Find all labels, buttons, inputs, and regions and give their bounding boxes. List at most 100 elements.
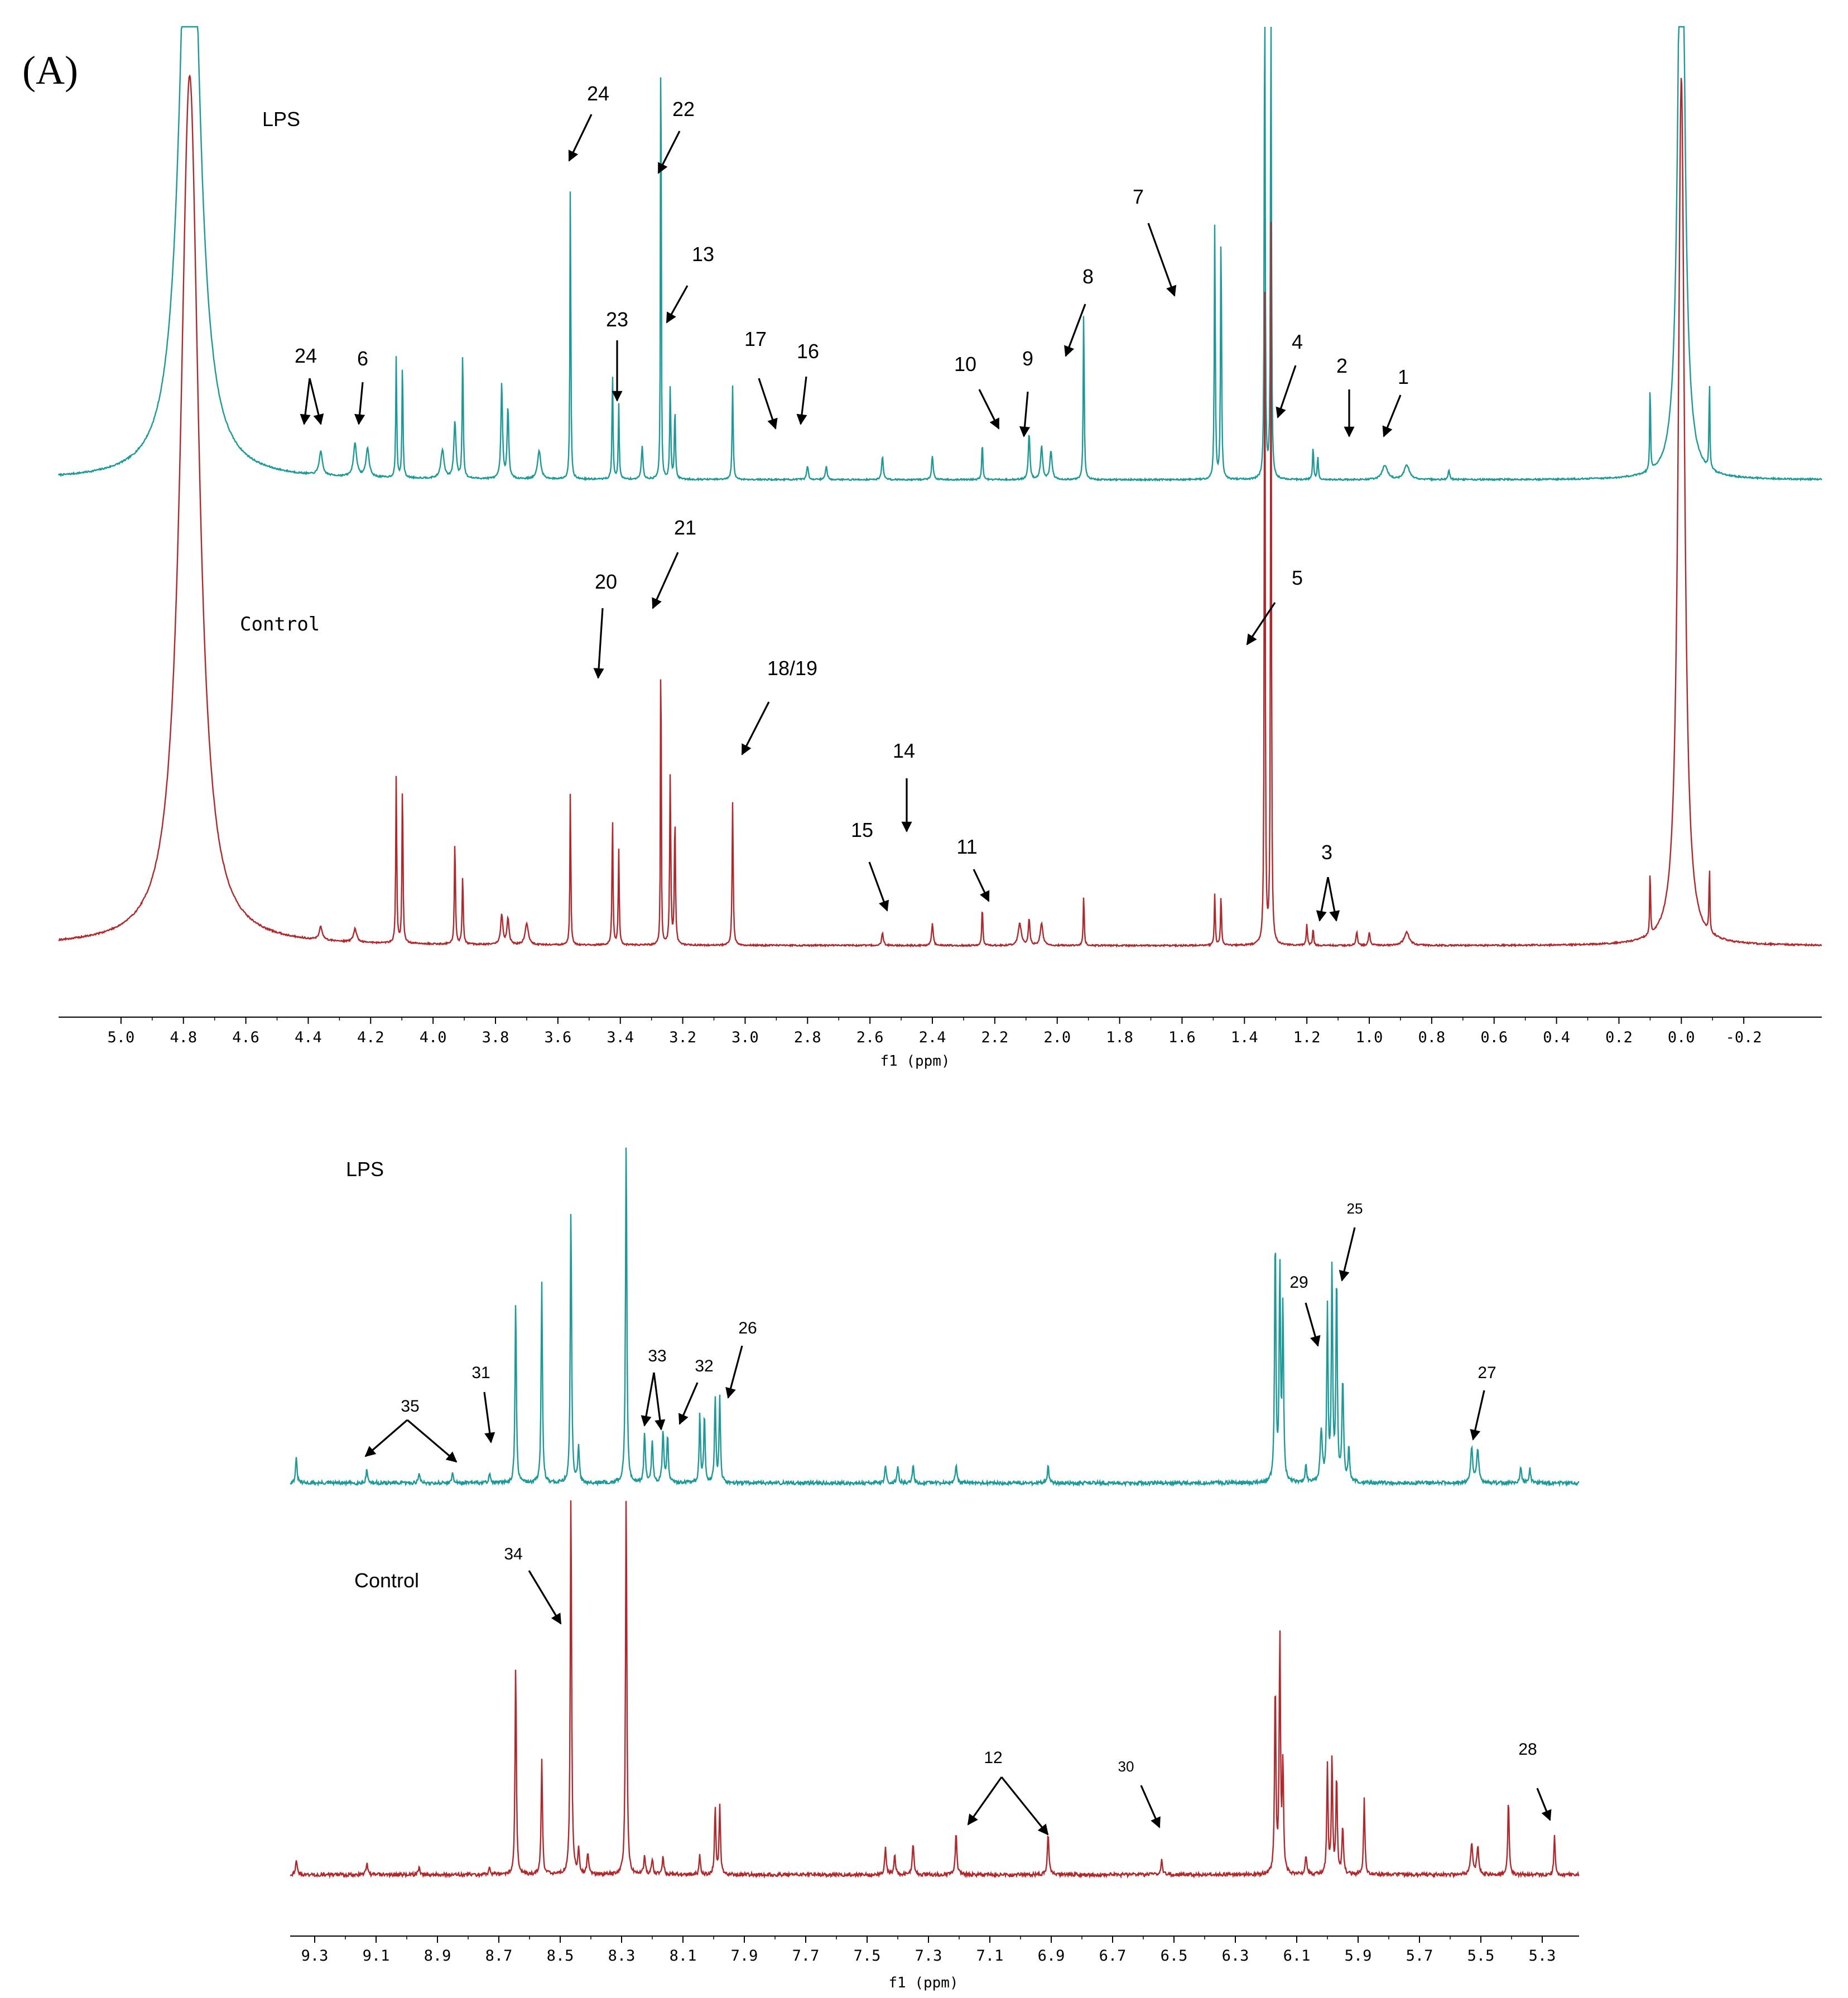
- annotation-3: 3: [1316, 841, 1340, 922]
- svg-text:33: 33: [648, 1347, 666, 1365]
- annotation-22: 22: [657, 98, 695, 174]
- control-series-label: Control: [240, 613, 320, 635]
- svg-text:28: 28: [1518, 1740, 1537, 1759]
- annotation-20: 20: [593, 570, 617, 679]
- svg-text:7: 7: [1133, 185, 1144, 208]
- aromatic-tick-label: 6.7: [1099, 1947, 1127, 1965]
- annotation-27: 27: [1470, 1364, 1496, 1441]
- aliphatic-tick-label: 2.8: [794, 1029, 821, 1046]
- aliphatic-tick-label: 4.2: [357, 1029, 384, 1046]
- annotation-16: 16: [796, 340, 819, 425]
- aliphatic-tick-label: 2.6: [856, 1029, 884, 1046]
- svg-text:20: 20: [595, 570, 617, 593]
- annotation-25: 25: [1339, 1200, 1363, 1282]
- svg-text:29: 29: [1289, 1273, 1308, 1292]
- aromatic-tick-label: 9.1: [363, 1947, 390, 1965]
- aromatic-tick-label: 8.7: [485, 1947, 513, 1965]
- aliphatic-tick-label: 0.8: [1418, 1029, 1445, 1046]
- aromatic-tick-label: 8.3: [608, 1947, 636, 1965]
- annotation-10: 10: [954, 353, 1000, 430]
- annotation-2: 2: [1336, 354, 1355, 437]
- svg-text:16: 16: [797, 340, 819, 363]
- aliphatic-tick-label: 4.0: [420, 1029, 447, 1046]
- svg-text:24: 24: [295, 344, 317, 367]
- svg-text:8: 8: [1082, 265, 1094, 288]
- aromatic-tick-label: 5.7: [1406, 1947, 1433, 1965]
- annotation-31: 31: [471, 1364, 495, 1443]
- svg-text:30: 30: [1118, 1758, 1134, 1775]
- aliphatic-tick-label: 4.8: [170, 1029, 197, 1046]
- annotation-9: 9: [1019, 347, 1033, 437]
- svg-text:5: 5: [1292, 566, 1303, 589]
- annotation-35: 35: [364, 1397, 458, 1463]
- aliphatic-tick-label: 2.4: [919, 1029, 946, 1046]
- aliphatic-tick-label: 1.2: [1293, 1029, 1321, 1046]
- aliphatic-tick-label: 3.4: [607, 1029, 634, 1046]
- annotation-5: 5: [1246, 566, 1303, 646]
- annotation-18-19: 18/19: [741, 657, 817, 755]
- aliphatic-tick-label: 4.6: [232, 1029, 259, 1046]
- svg-text:3: 3: [1321, 841, 1332, 864]
- control-series-label-aromatic: Control: [354, 1569, 419, 1592]
- control-aliphatic-trace: [58, 74, 1822, 948]
- svg-text:34: 34: [504, 1545, 522, 1563]
- aliphatic-tick-label: 5.0: [107, 1029, 134, 1046]
- svg-text:35: 35: [401, 1397, 419, 1416]
- lps-series-label: LPS: [262, 108, 300, 131]
- annotation-23: 23: [606, 308, 628, 402]
- svg-text:12: 12: [984, 1749, 1002, 1767]
- svg-text:21: 21: [674, 516, 696, 539]
- aromatic-tick-label: 7.9: [731, 1947, 758, 1965]
- annotation-30: 30: [1118, 1758, 1161, 1828]
- svg-text:2: 2: [1336, 354, 1348, 377]
- svg-text:24: 24: [587, 82, 609, 105]
- lps-aromatic-trace: [290, 1147, 1580, 1487]
- annotation-32: 32: [678, 1357, 714, 1425]
- aliphatic-axis-ticks: 5.0 4.8 4.6 4.4 4.2 4.0 3.8 3.6 3.4 3.2 3.0 2.8 2.6 2…: [107, 1017, 1762, 1046]
- annotation-21: 21: [652, 516, 696, 609]
- aromatic-axis-title: f1 (ppm): [888, 1975, 958, 1991]
- aromatic-tick-label: 7.3: [915, 1947, 942, 1965]
- annotation-14: 14: [893, 739, 915, 832]
- aromatic-tick-label: 9.3: [301, 1947, 329, 1965]
- aromatic-tick-label: 7.7: [792, 1947, 820, 1965]
- svg-text:4: 4: [1292, 330, 1303, 353]
- svg-text:26: 26: [738, 1319, 757, 1337]
- aliphatic-tick-label: 3.6: [544, 1029, 571, 1046]
- annotation-8: 8: [1064, 265, 1094, 357]
- svg-text:17: 17: [744, 328, 767, 350]
- aromatic-tick-label: 5.5: [1467, 1947, 1495, 1965]
- annotation-6: 6: [354, 347, 368, 425]
- aliphatic-spectrum-panel: LPS Control 5.0 4.8 4.6 4.4 4.2 4.0 3.8 3.6 3.4 3…: [57, 26, 1822, 1070]
- annotation-12: 12: [967, 1749, 1049, 1836]
- aliphatic-tick-label: 3.0: [732, 1029, 759, 1046]
- aromatic-tick-label: 7.1: [976, 1947, 1004, 1965]
- annotation-11: 11: [956, 835, 990, 902]
- annotation-1: 1: [1382, 365, 1409, 437]
- svg-text:11: 11: [956, 835, 977, 858]
- aromatic-tick-label: 6.1: [1283, 1947, 1311, 1965]
- svg-text:13: 13: [692, 243, 714, 266]
- aromatic-tick-label: 7.5: [854, 1947, 881, 1965]
- aromatic-tick-label: 6.5: [1161, 1947, 1188, 1965]
- svg-text:23: 23: [606, 308, 628, 331]
- svg-text:27: 27: [1478, 1364, 1496, 1382]
- aliphatic-tick-label: 3.8: [482, 1029, 509, 1046]
- svg-text:9: 9: [1022, 347, 1033, 370]
- annotation-17: 17: [744, 328, 778, 430]
- svg-text:18/19: 18/19: [767, 657, 817, 680]
- svg-text:14: 14: [893, 739, 915, 762]
- annotation-26: 26: [725, 1319, 757, 1399]
- svg-text:25: 25: [1347, 1200, 1363, 1217]
- aromatic-tick-label: 8.1: [670, 1947, 697, 1965]
- svg-text:32: 32: [695, 1357, 713, 1375]
- aromatic-tick-label: 5.9: [1345, 1947, 1372, 1965]
- annotation-33: 33: [641, 1347, 667, 1431]
- aliphatic-tick-label: 2.2: [981, 1029, 1008, 1046]
- lps-series-label-aromatic: LPS: [346, 1158, 384, 1181]
- lps-aliphatic-trace: [57, 26, 1822, 482]
- annotation-13: 13: [666, 243, 714, 324]
- aromatic-tick-label: 8.5: [547, 1947, 574, 1965]
- svg-text:15: 15: [851, 819, 873, 841]
- aromatic-axis-ticks: 9.3 9.1 8.9 8.7 8.5 8.3 8.1 7.9 7.7 7.5 7.3 7.1 6.9 6…: [301, 1936, 1556, 1965]
